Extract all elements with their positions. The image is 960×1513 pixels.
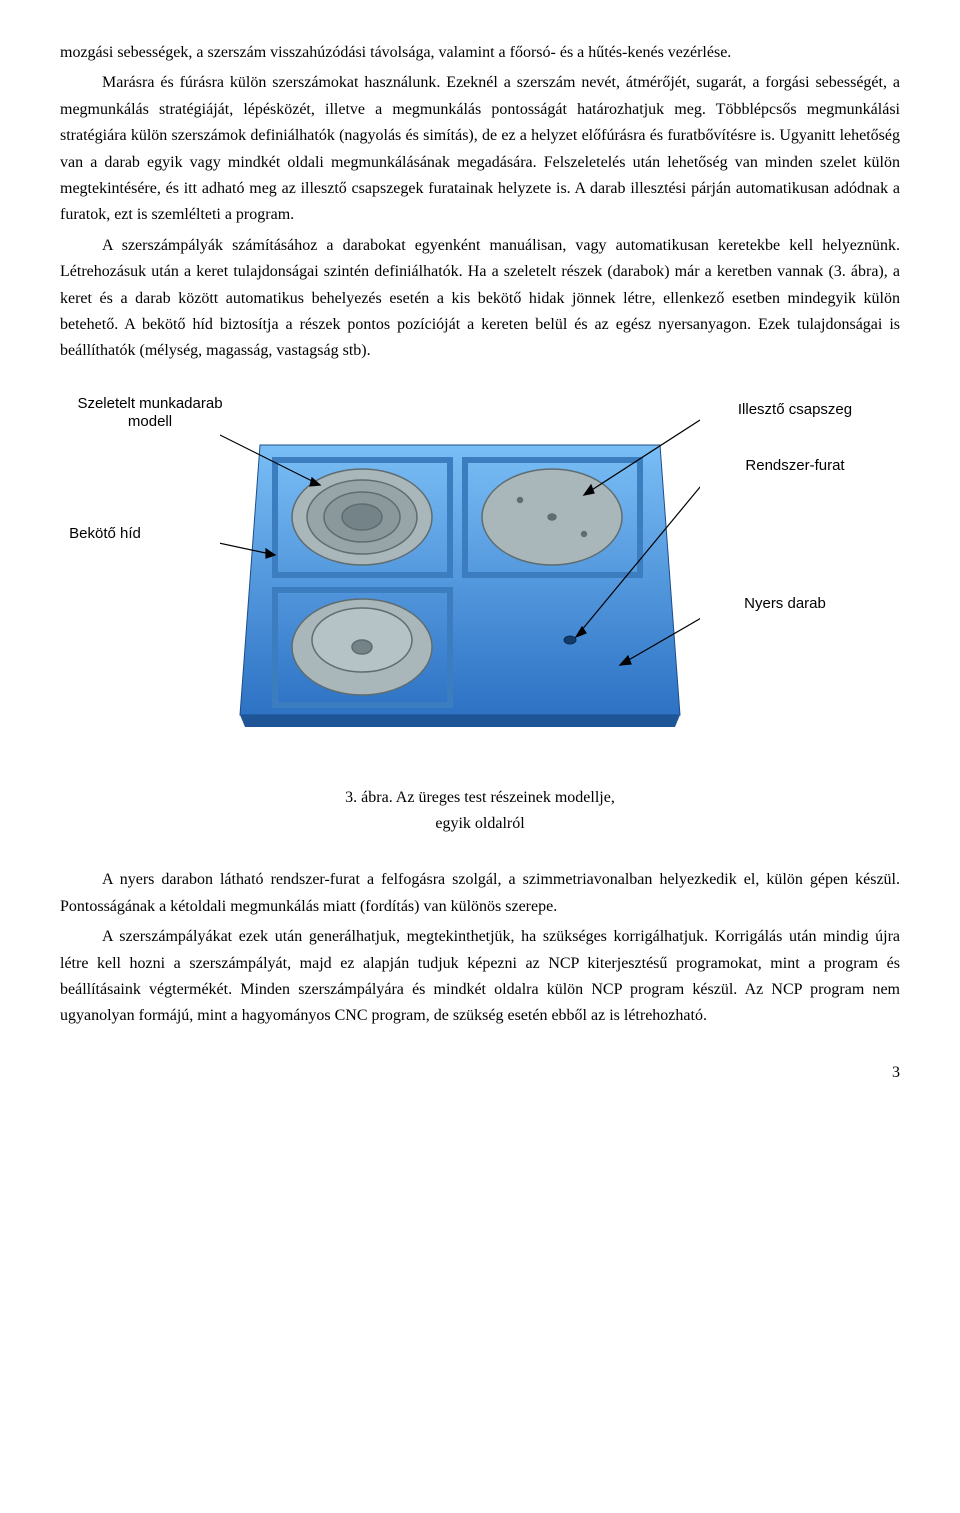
label-connecting-bridge: Bekötő híd — [60, 525, 150, 544]
label-workpiece-model: Szeletelt munkadarab modell — [60, 395, 240, 433]
label-text: Szeletelt munkadarab — [77, 395, 222, 412]
page-number: 3 — [60, 1060, 900, 1086]
figure-3-svg — [220, 415, 700, 745]
paragraph-3: A szerszámpályák számításához a daraboka… — [60, 233, 900, 365]
caption-line: 3. ábra. Az üreges test részeinek modell… — [345, 789, 615, 806]
label-text: modell — [128, 413, 172, 430]
figure-3-caption: 3. ábra. Az üreges test részeinek modell… — [60, 785, 900, 838]
paragraph-5: A szerszámpályákat ezek után generálhatj… — [60, 924, 900, 1030]
figure-3: Szeletelt munkadarab modell Bekötő híd I… — [60, 395, 900, 765]
paragraph-2: Marásra és fúrásra külön szerszámokat ha… — [60, 70, 900, 228]
paragraph-1: mozgási sebességek, a szerszám visszahúz… — [60, 40, 900, 66]
caption-line: egyik oldalról — [435, 815, 524, 832]
label-system-hole: Rendszer-furat — [720, 457, 870, 476]
paragraph-4: A nyers darabon látható rendszer-furat a… — [60, 867, 900, 920]
label-fitting-pin: Illesztő csapszeg — [715, 401, 875, 420]
label-raw-piece: Nyers darab — [720, 595, 850, 614]
